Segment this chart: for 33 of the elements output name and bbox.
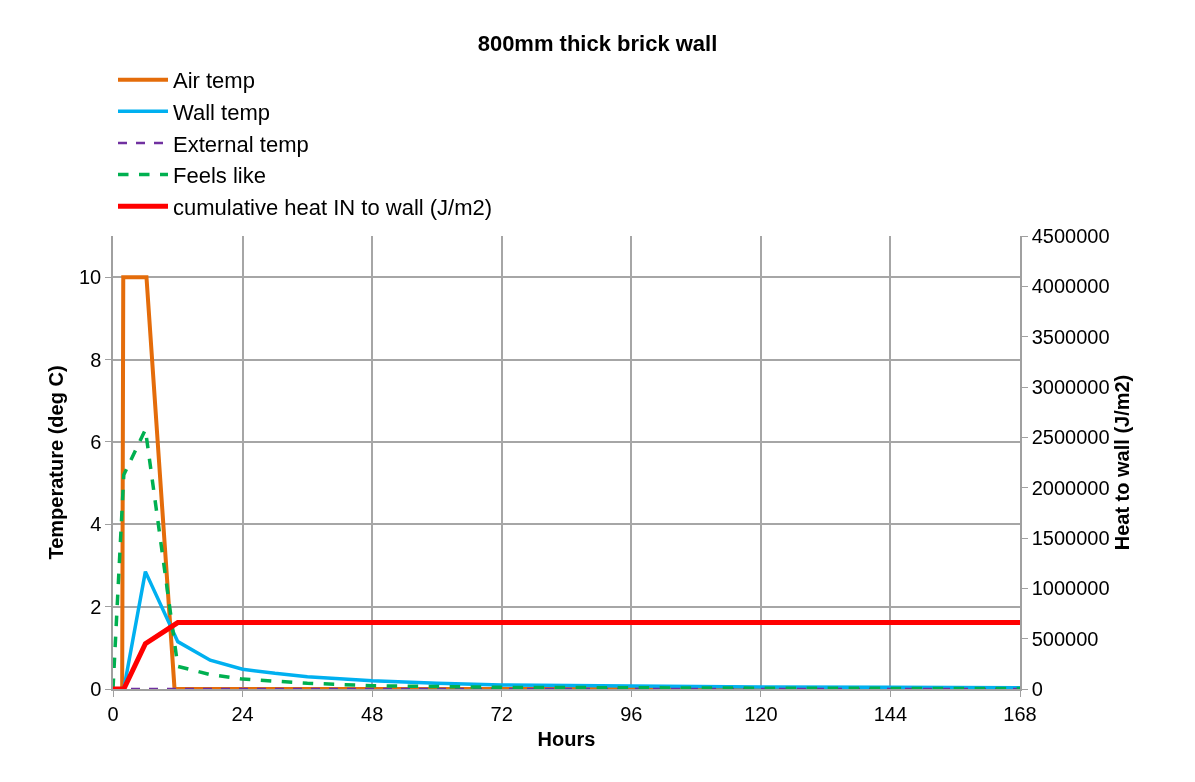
x-tick-label: 48 — [361, 702, 384, 725]
y-tick-label: 0 — [90, 678, 102, 700]
y2-tick-label: 2500000 — [1031, 426, 1110, 449]
x-tick-label: 72 — [490, 702, 513, 725]
y2-axis-title: Heat to wall (J/m2) — [1110, 374, 1133, 551]
y-tick-label: 4 — [90, 513, 102, 536]
x-tick-label: 168 — [1003, 702, 1037, 725]
x-tick-label: 144 — [873, 702, 908, 725]
y2-tick-label: 0 — [1031, 678, 1043, 700]
y-tick-label: 6 — [90, 430, 102, 453]
y-tick-label: 2 — [90, 595, 102, 618]
y2-tick-label: 1500000 — [1031, 527, 1110, 549]
y2-tick-label: 1000000 — [1031, 577, 1110, 600]
legend-label: cumulative heat IN to wall (J/m2) — [173, 194, 493, 220]
x-tick-label: 24 — [231, 702, 254, 725]
y2-tick-label: 500000 — [1031, 627, 1099, 650]
y2-tick-label: 3000000 — [1031, 376, 1110, 398]
y-tick-label: 10 — [79, 266, 102, 289]
x-tick-label: 96 — [620, 702, 643, 725]
y2-tick-label: 4000000 — [1031, 275, 1110, 298]
y2-tick-label: 2000000 — [1031, 476, 1110, 499]
x-axis-title: Hours — [537, 727, 596, 750]
legend-label: External temp — [173, 131, 309, 157]
chart-title: 800mm thick brick wall — [477, 30, 718, 56]
y-axis-title: Temperature (deg C) — [45, 365, 67, 560]
x-tick-label: 120 — [744, 702, 778, 725]
legend-label: Air temp — [173, 68, 255, 94]
y2-tick-label: 4500000 — [1031, 225, 1110, 247]
y2-tick-label: 3500000 — [1031, 325, 1110, 348]
x-tick-label: 0 — [107, 702, 119, 725]
legend-label: Wall temp — [173, 99, 270, 125]
legend-label: Feels like — [173, 163, 266, 189]
y-tick-label: 8 — [90, 348, 102, 371]
